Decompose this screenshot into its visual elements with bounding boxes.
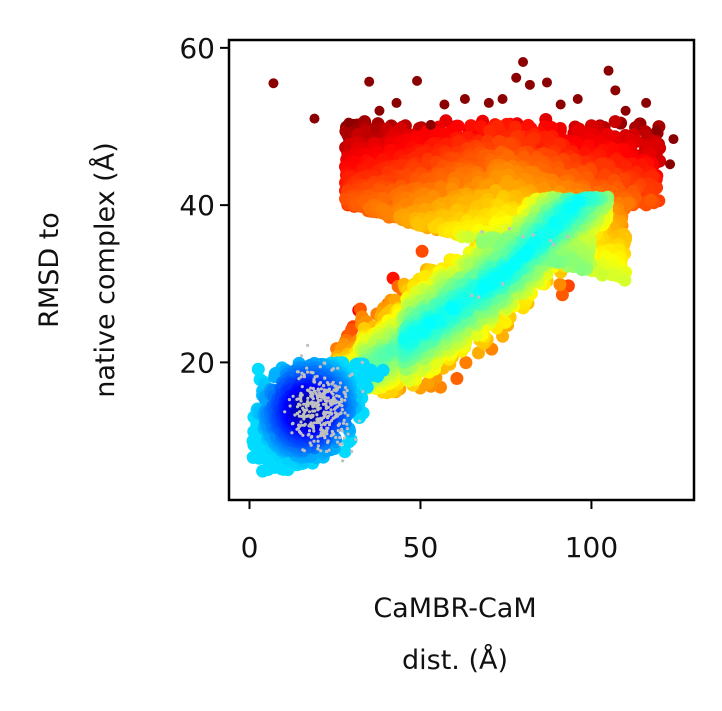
density-point — [339, 124, 353, 138]
density-point — [618, 273, 632, 287]
density-point — [498, 316, 512, 329]
density-point — [594, 157, 608, 171]
density-point — [464, 119, 478, 133]
density-point — [451, 119, 465, 133]
density-point — [608, 115, 622, 129]
density-point — [475, 236, 489, 249]
density-point — [595, 268, 609, 282]
density-point — [555, 288, 569, 302]
density-point — [459, 356, 473, 370]
density-point — [415, 244, 429, 258]
density-point — [421, 376, 435, 390]
density-point — [438, 127, 452, 141]
density-points — [246, 113, 667, 478]
density-point — [545, 254, 559, 268]
density-point — [644, 193, 658, 207]
density-point — [605, 268, 619, 282]
density-point — [462, 230, 476, 244]
density-point — [571, 124, 584, 138]
density-point — [483, 124, 497, 138]
density-point — [450, 372, 464, 385]
density-point — [385, 343, 399, 357]
density-point — [492, 134, 506, 148]
density-point — [472, 346, 485, 360]
density-point — [553, 278, 567, 291]
density-point — [411, 218, 425, 232]
density-point — [503, 137, 517, 151]
density-point — [575, 263, 589, 277]
